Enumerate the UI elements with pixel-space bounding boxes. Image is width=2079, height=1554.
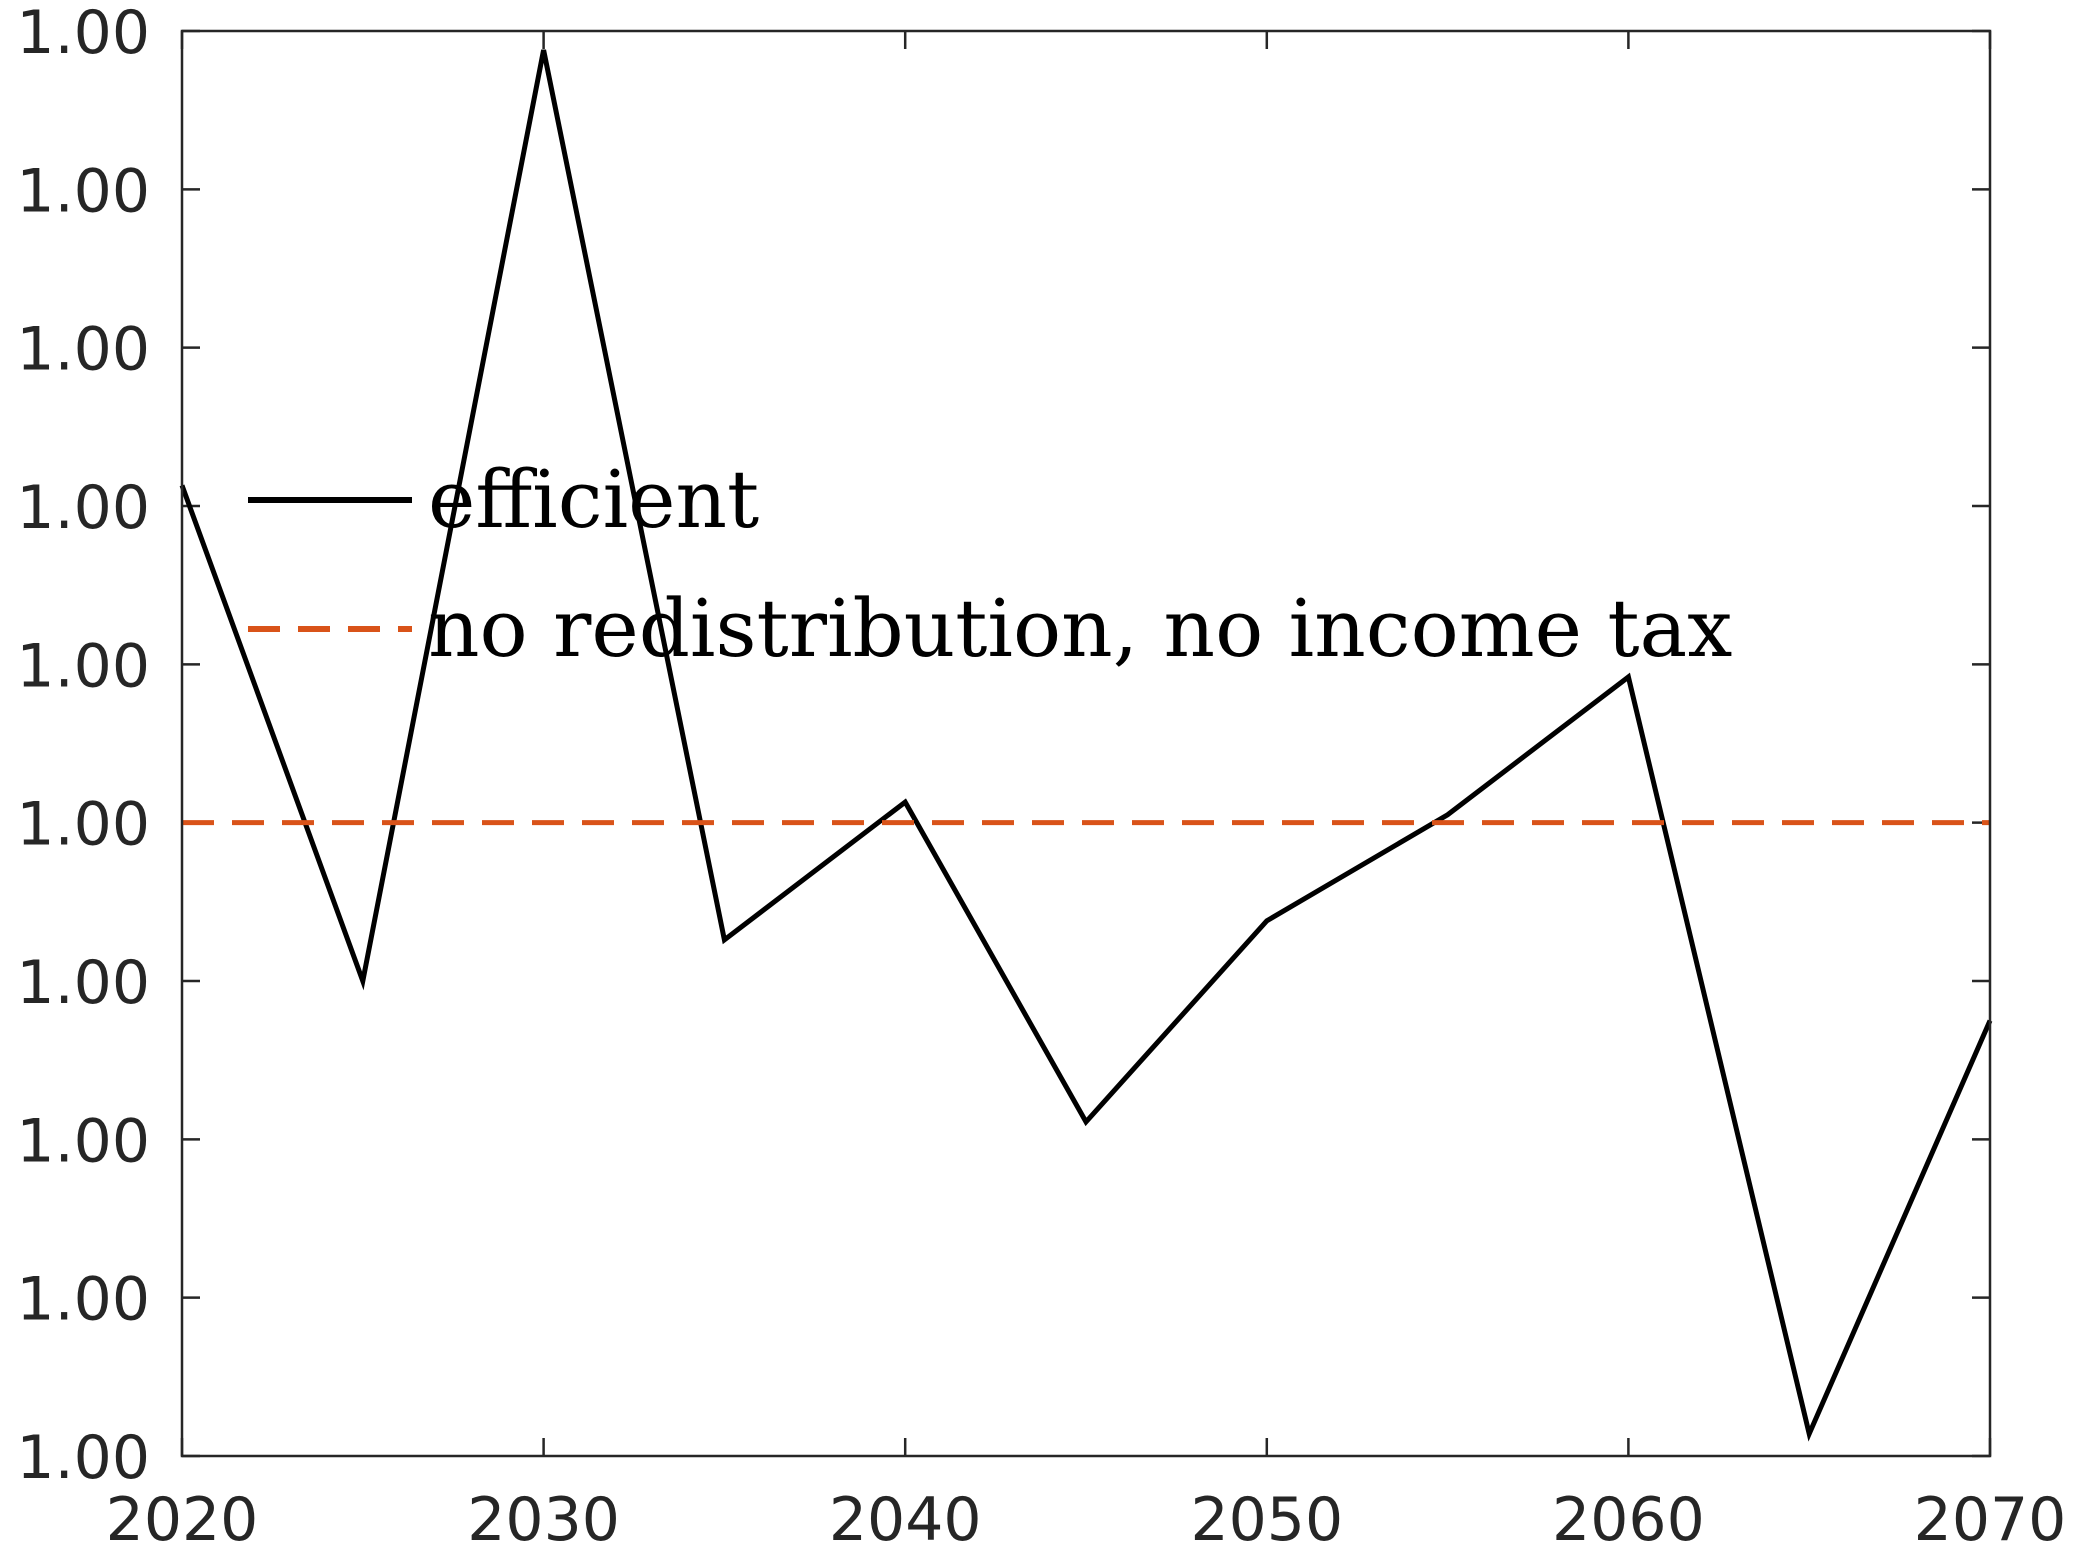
legend: efficient no redistribution, no income t… <box>248 453 1732 675</box>
y-tick-label: 1.00 <box>16 0 150 68</box>
y-tick-label: 1.00 <box>16 790 150 860</box>
series-lines <box>179 49 1993 1442</box>
legend-label-no-redistribution: no redistribution, no income tax <box>428 582 1732 675</box>
x-tick-label: 2040 <box>829 1485 982 1554</box>
series-line-efficient <box>179 49 1993 1442</box>
y-tick-label: 1.00 <box>16 948 150 1018</box>
y-tick-label: 1.00 <box>16 315 150 385</box>
y-tick-label: 1.00 <box>16 1265 150 1335</box>
x-tick-label: 2030 <box>467 1485 620 1554</box>
y-tick-label: 1.00 <box>16 631 150 701</box>
y-tick-label: 1.00 <box>16 1423 150 1493</box>
x-tick-label: 2050 <box>1190 1485 1343 1554</box>
y-axis-tick-labels: 1.00 1.00 1.00 1.00 1.00 1.00 1.00 1.00 1.00 1.00 <box>16 0 150 1493</box>
plot-frame <box>180 29 1992 1458</box>
y-tick-label: 1.00 <box>16 1106 150 1176</box>
plot-area <box>182 31 1990 1456</box>
y-tick-label: 1.00 <box>16 156 150 226</box>
x-axis-tick-labels: 2020 2030 2040 2050 2060 2070 <box>106 1485 2067 1554</box>
x-tick-label: 2020 <box>106 1485 259 1554</box>
x-tick-label: 2070 <box>1914 1485 2067 1554</box>
legend-label-efficient: efficient <box>428 453 759 546</box>
x-tick-label: 2060 <box>1552 1485 1705 1554</box>
y-tick-label: 1.00 <box>16 473 150 543</box>
